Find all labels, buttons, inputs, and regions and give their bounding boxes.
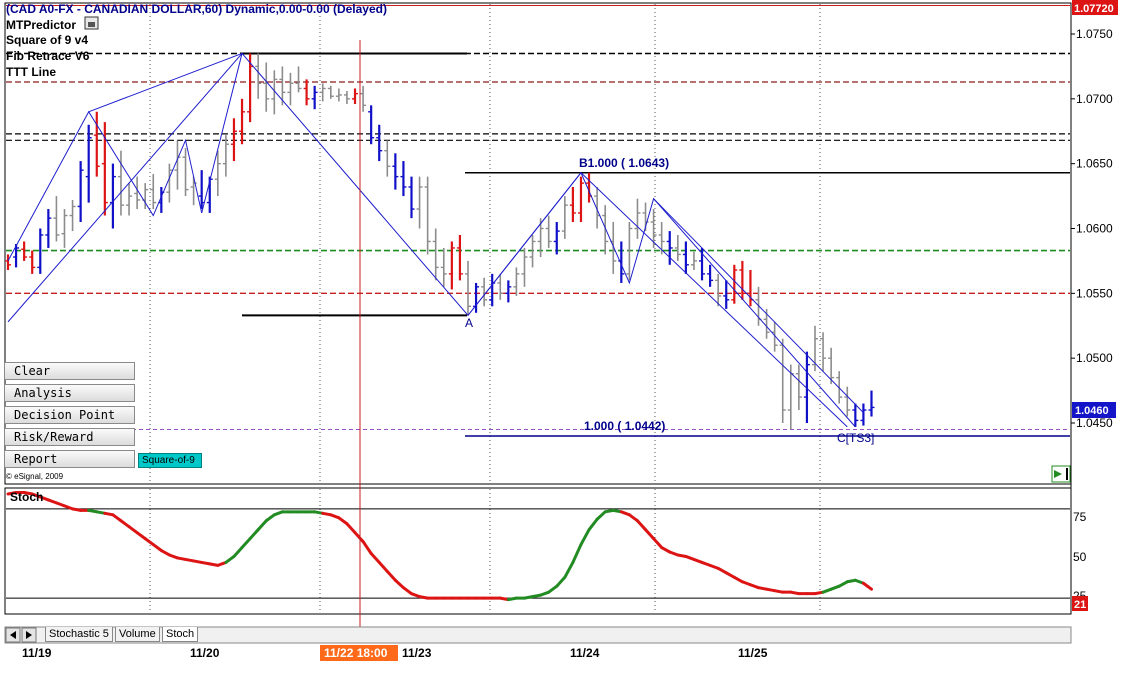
tab-stochastic-5[interactable]: Stochastic 5 [45, 627, 113, 642]
stoch-segment [555, 575, 567, 588]
stoch-segment [563, 560, 575, 579]
current-price-tag [1072, 402, 1116, 418]
stoch-segment [361, 540, 373, 555]
stoch-segment [393, 578, 405, 590]
time-label-1125: 11/25 [738, 646, 768, 660]
stoch-segment [635, 519, 648, 532]
time-label-1119: 11/19 [22, 646, 52, 660]
zigzag-lines [7, 52, 864, 428]
price-axis: 1.0750 1.0700 1.0650 1.0600 1.0550 1.0500 1.04… [1071, 27, 1113, 430]
stoch-title: Stoch [10, 490, 43, 504]
study-square-of-9: Square of 9 v4 [6, 33, 88, 47]
stoch-segment [861, 581, 873, 591]
stoch-tick-50: 50 [1073, 550, 1087, 564]
top-price-tag [1072, 0, 1118, 15]
copyright-text: © eSignal, 2009 [6, 472, 64, 481]
price-axis-label: 1.0750 [1076, 27, 1113, 41]
cursor-time-tag-text: 11/22 18:00 [324, 646, 388, 660]
stoch-segment [119, 519, 131, 529]
price-axis-label: 1.0450 [1076, 416, 1113, 430]
time-label-1123: 11/23 [402, 646, 432, 660]
stoch-segment [837, 580, 849, 588]
stoch-segment [579, 528, 591, 547]
price-axis-label: 1.0700 [1076, 92, 1113, 106]
tab-stoch[interactable]: Stoch [162, 627, 199, 642]
channel-line-lower [7, 53, 243, 323]
channel-bc-lower [580, 172, 848, 428]
stoch-segment [644, 528, 656, 541]
square-of-9-button[interactable]: Square-of-9 [138, 453, 202, 468]
stoch-segment [377, 560, 389, 573]
chart-title: (CAD A0-FX - CANADIAN DOLLAR,60) Dynamic… [6, 2, 387, 16]
study-fib-retrace: Fib Retrace V6 [6, 49, 90, 63]
price-axis-label: 1.0500 [1076, 351, 1113, 365]
stoch-segment [111, 513, 123, 523]
stoch-segment [240, 537, 252, 550]
stoch-segment [127, 525, 139, 535]
current-price-tag-text: 1.0460 [1075, 405, 1109, 417]
stoch-segment [264, 513, 276, 523]
stoch-line [6, 490, 1070, 602]
point-c-level-label: 1.000 ( 1.0442) [584, 419, 665, 433]
stoch-segment [345, 522, 357, 535]
levels-layer [6, 4, 1070, 437]
stoch-segment [256, 519, 268, 532]
stoch-segment [224, 554, 236, 564]
stoch-segment [724, 571, 736, 579]
report-button[interactable]: Report [4, 450, 135, 468]
stoch-segment [627, 513, 639, 523]
clear-button[interactable]: Clear [4, 362, 135, 380]
lock-icon-body [88, 22, 95, 27]
stoch-segment [337, 516, 349, 526]
risk-reward-button[interactable]: Risk/Reward [4, 428, 135, 446]
price-panel-frame [4, 2, 1072, 485]
tab-volume[interactable]: Volume [115, 627, 160, 642]
stoch-segment [135, 531, 147, 541]
decision-point-button[interactable]: Decision Point [4, 406, 135, 424]
stoch-value-tag-text: 21 [1074, 599, 1086, 611]
stoch-value-tag [1072, 596, 1088, 611]
stoch-segment [660, 546, 672, 554]
point-b-label: B1.000 ( 1.0643) [579, 156, 669, 170]
stoch-segment [587, 517, 599, 532]
stoch-segment [143, 537, 155, 547]
stoch-segment [248, 528, 260, 541]
time-label-1120: 11/20 [190, 646, 220, 660]
channel-bc-upper [653, 198, 864, 413]
scroll-to-end-icon[interactable] [1051, 465, 1071, 483]
point-a-label: A [465, 316, 473, 330]
price-axis-label: 1.0600 [1076, 222, 1113, 236]
price-axis-label: 1.0650 [1076, 157, 1113, 171]
stoch-segment [353, 531, 365, 544]
point-c-label: C[TS3] [837, 431, 874, 445]
stoch-segment [652, 537, 664, 550]
stoch-segment [595, 510, 607, 521]
channel-line-upper [88, 52, 243, 113]
stoch-segment [151, 543, 163, 553]
scroll-left-button[interactable] [5, 627, 21, 643]
study-ttt-line: TTT Line [6, 65, 56, 79]
analysis-button[interactable]: Analysis [4, 384, 135, 402]
stoch-segment [716, 566, 728, 575]
tab-bar [4, 626, 1072, 644]
channel-ab-line [467, 172, 582, 316]
stoch-segment [547, 584, 559, 594]
stoch-segment [571, 543, 583, 564]
stoch-tick-75: 75 [1073, 510, 1087, 524]
stoch-segment [385, 569, 397, 582]
top-price-tag-text: 1.07720 [1074, 3, 1114, 15]
stoch-segment [401, 586, 413, 596]
study-mtpredictor: MTPredictor [6, 18, 76, 32]
cursor-time-tag [320, 645, 398, 661]
scroll-right-button[interactable] [21, 627, 37, 643]
stoch-segment [369, 551, 381, 564]
stoch-segment [232, 546, 244, 558]
stoch-segment [732, 575, 744, 584]
price-axis-label: 1.0550 [1076, 286, 1113, 300]
stoch-segment [159, 549, 171, 557]
time-label-1124: 11/24 [570, 646, 600, 660]
